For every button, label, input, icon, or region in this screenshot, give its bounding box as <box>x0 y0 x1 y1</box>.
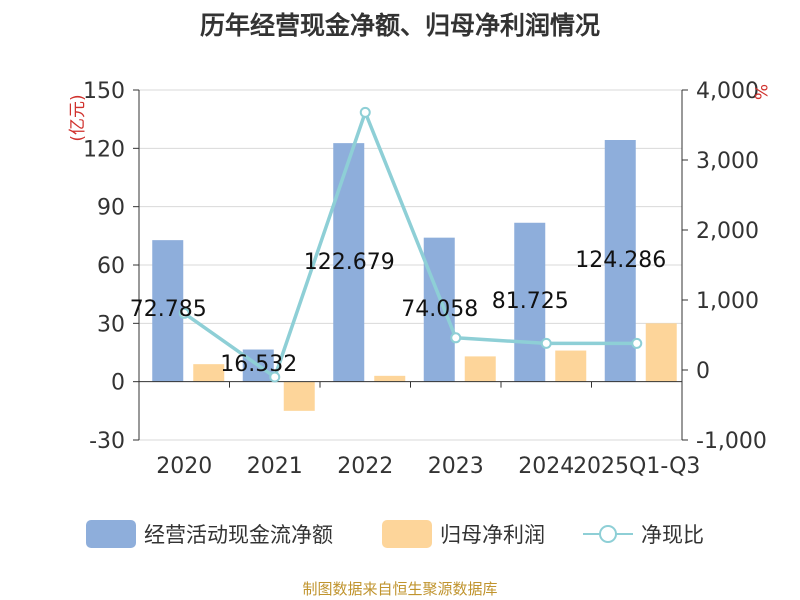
legend: 经营活动现金流净额 归母净利润 净现比 <box>0 516 800 552</box>
y-left-tick-label: -30 <box>89 429 125 454</box>
legend-label-cash-ratio: 净现比 <box>641 523 704 547</box>
y-left-tick-label: 90 <box>97 196 125 221</box>
legend-swatch-net-profit <box>382 520 432 548</box>
bar-net-profit-2 <box>374 375 406 382</box>
legend-label-net-profit: 归母净利润 <box>440 523 545 547</box>
y-right-tick-label: 4,000 <box>696 79 759 104</box>
bar-operating-cashflow-3 <box>423 237 455 382</box>
y-left-tick-label: 150 <box>83 79 125 104</box>
bar-net-profit-1 <box>283 381 315 411</box>
legend-item-operating-cashflow[interactable]: 经营活动现金流净额 <box>86 516 333 552</box>
line-point-2 <box>359 106 371 118</box>
x-tick-label: 2022 <box>337 454 393 479</box>
line-point-1 <box>269 371 281 383</box>
y-left-tick-label: 60 <box>97 254 125 279</box>
bar-operating-cashflow-5 <box>604 139 636 382</box>
y-right-tick-label: 1,000 <box>696 289 759 314</box>
x-tick-label: 2025Q1-Q3 <box>573 454 700 479</box>
data-label-operating-cashflow: 124.286 <box>575 248 666 273</box>
y-left-axis-label: (亿元) <box>68 94 88 141</box>
y-left-tick-label: 0 <box>111 371 125 396</box>
legend-item-cash-ratio[interactable]: 净现比 <box>583 516 704 552</box>
data-label-operating-cashflow: 81.725 <box>492 289 569 314</box>
line-point-5 <box>631 337 643 349</box>
legend-label-operating-cashflow: 经营活动现金流净额 <box>144 523 333 547</box>
legend-line-icon <box>583 520 633 548</box>
line-point-0 <box>178 307 190 319</box>
bar-net-profit-4 <box>555 350 587 382</box>
bar-net-profit-3 <box>464 356 496 382</box>
line-cash-ratio <box>183 110 637 379</box>
bar-net-profit-0 <box>193 364 225 382</box>
y-right-tick-label: 3,000 <box>696 149 759 174</box>
line-point-4 <box>540 337 552 349</box>
data-label-operating-cashflow: 16.532 <box>220 352 297 377</box>
data-label-operating-cashflow: 122.679 <box>304 250 395 275</box>
y-right-tick-label: -1,000 <box>696 429 767 454</box>
y-right-axis-label: % <box>750 84 770 100</box>
bar-operating-cashflow-2 <box>333 143 365 382</box>
x-tick-label: 2020 <box>156 454 212 479</box>
source-note: 制图数据来自恒生聚源数据库 <box>302 580 498 598</box>
data-label-operating-cashflow: 74.058 <box>401 297 478 322</box>
line-point-3 <box>450 332 462 344</box>
x-tick-label: 2021 <box>247 454 303 479</box>
y-right-tick-label: 2,000 <box>696 219 759 244</box>
legend-item-net-profit[interactable]: 归母净利润 <box>382 516 545 552</box>
y-right-tick-label: 0 <box>696 359 710 384</box>
y-left-tick-label: 30 <box>97 312 125 337</box>
bar-operating-cashflow-0 <box>152 240 184 382</box>
y-left-tick-label: 120 <box>83 137 125 162</box>
x-tick-label: 2023 <box>428 454 484 479</box>
data-label-operating-cashflow: 72.785 <box>130 297 207 322</box>
legend-swatch-operating-cashflow <box>86 520 136 548</box>
x-tick-label: 2024 <box>518 454 574 479</box>
bar-operating-cashflow-4 <box>514 222 546 382</box>
bar-net-profit-5 <box>645 323 677 382</box>
chart-title: 历年经营现金净额、归母净利润情况 <box>199 11 600 40</box>
